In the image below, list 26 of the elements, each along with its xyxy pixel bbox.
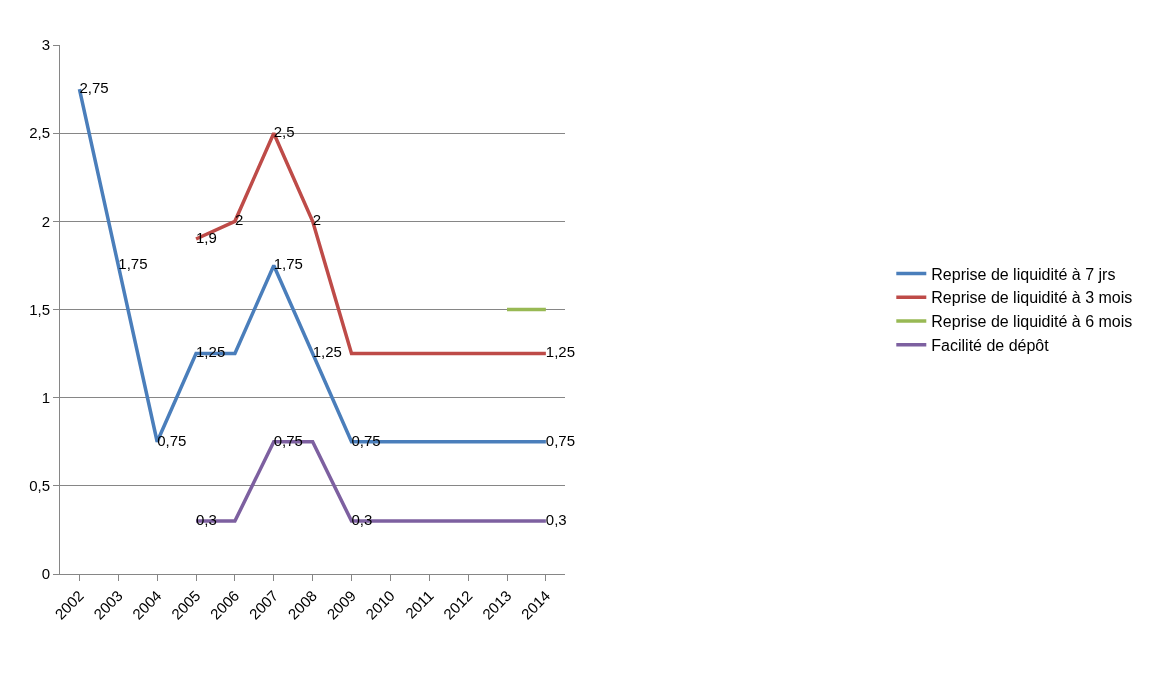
data-label: 0,3 — [351, 510, 373, 528]
y-tick-label: 2 — [41, 212, 50, 230]
data-label: 0,3 — [196, 510, 217, 528]
data-label: 2,5 — [273, 122, 295, 140]
data-label: 0,75 — [545, 431, 576, 449]
y-tick-label: 2,5 — [29, 124, 50, 142]
data-label: 1,75 — [273, 255, 303, 273]
legend-label: Facilité de dépôt — [931, 337, 1050, 355]
data-label: 1,25 — [312, 343, 342, 361]
data-label: 0,75 — [273, 431, 303, 449]
legend-label: Reprise de liquidité à 7 jrs — [931, 265, 1116, 283]
y-tick-label: 3 — [41, 36, 50, 54]
data-label: 0,75 — [157, 431, 187, 449]
data-label: 0,3 — [545, 510, 567, 528]
data-label: 1,75 — [118, 255, 148, 273]
y-tick-label: 1 — [41, 388, 50, 406]
data-label: 2,75 — [79, 78, 109, 96]
y-tick-label: 1,5 — [29, 300, 50, 318]
data-label: 2 — [312, 211, 321, 229]
data-label: 2 — [234, 211, 244, 229]
data-label: 1,25 — [545, 343, 576, 361]
y-tick-label: 0,5 — [29, 477, 50, 495]
y-tick-label: 0 — [41, 565, 50, 583]
legend-label: Reprise de liquidité à 3 mois — [931, 289, 1133, 307]
legend-label: Reprise de liquidité à 6 mois — [931, 313, 1133, 331]
data-label: 0,75 — [351, 431, 381, 449]
